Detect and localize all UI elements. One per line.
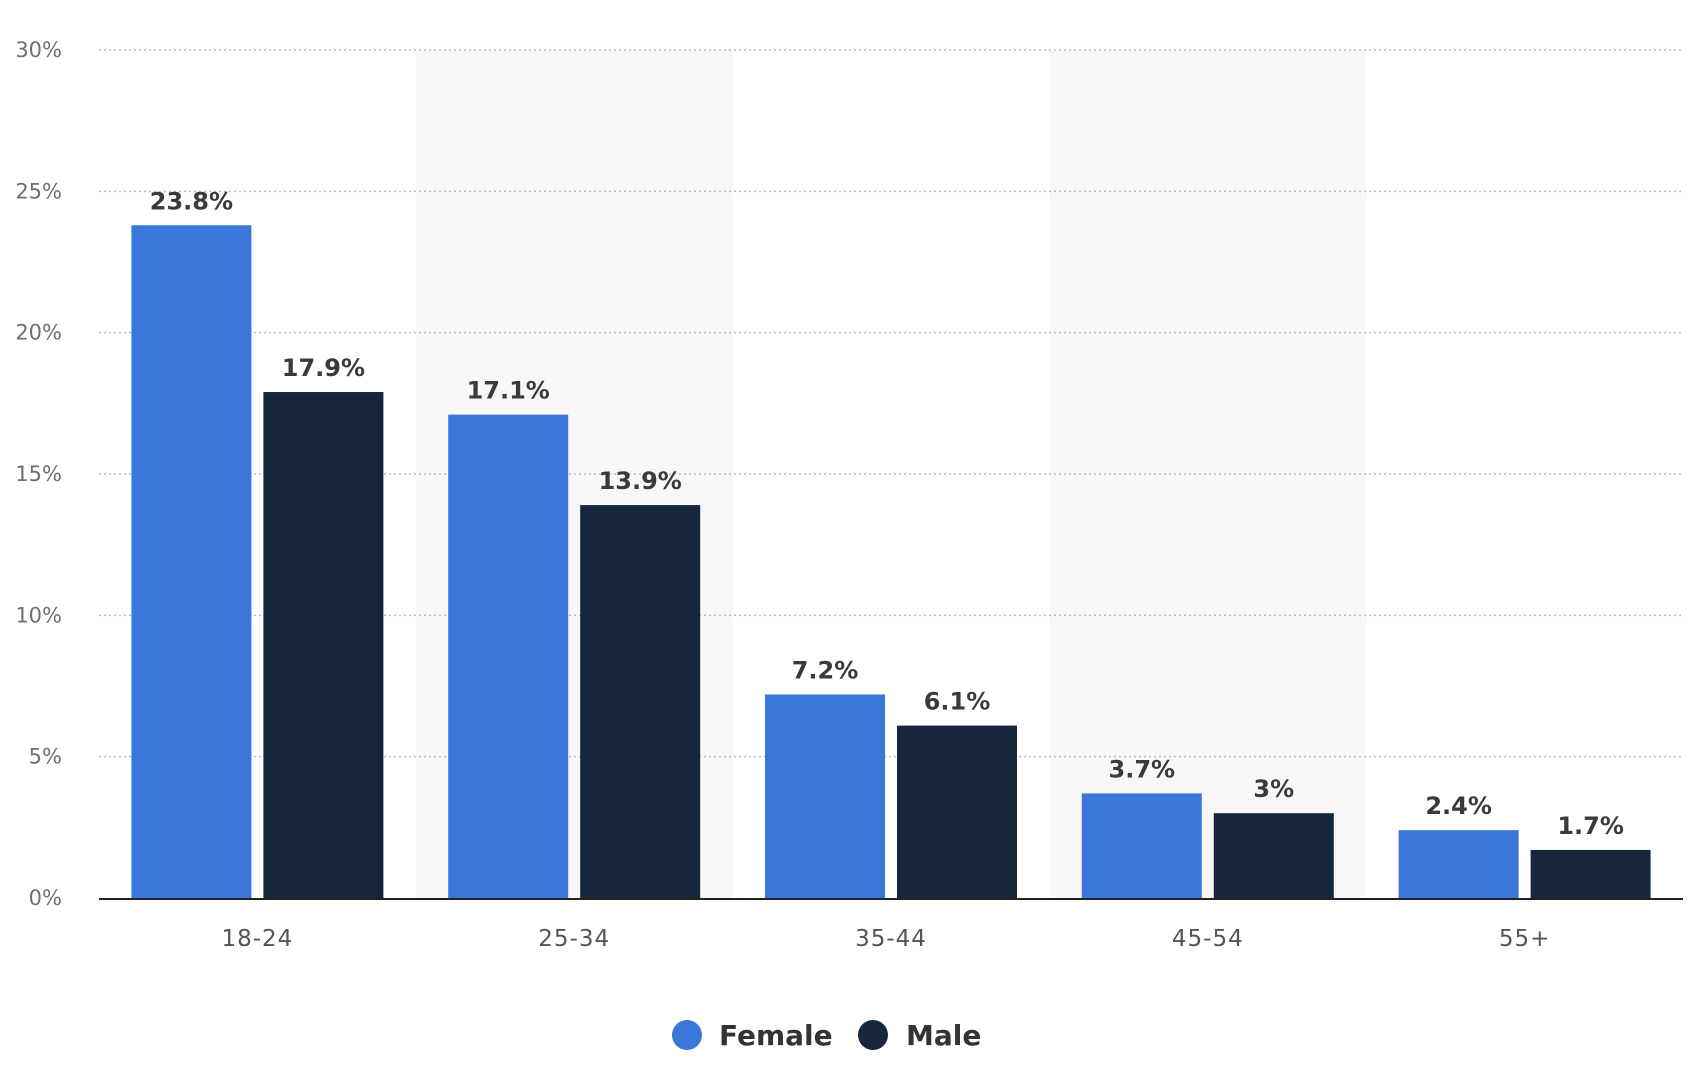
data-label-female-55+: 2.4%	[1425, 792, 1492, 820]
grid-lines	[99, 49, 1683, 758]
x-tick-label: 45-54	[1172, 926, 1244, 952]
data-label-female-18-24: 23.8%	[150, 187, 233, 215]
legend-marker-male	[858, 1020, 888, 1050]
y-tick-label: 30%	[15, 38, 62, 62]
bar-female-35-44[interactable]	[765, 694, 885, 898]
bar-male-25-34[interactable]	[580, 505, 701, 898]
y-tick-label: 0%	[29, 886, 62, 910]
x-tick-label: 35-44	[855, 926, 927, 952]
bar-male-45-54[interactable]	[1213, 813, 1334, 898]
y-tick-label: 5%	[29, 745, 62, 769]
legend-label-female: Female	[719, 1019, 833, 1052]
x-tick-label: 18-24	[221, 926, 293, 952]
legend: Female Male	[672, 1019, 981, 1052]
bar-female-55+[interactable]	[1398, 830, 1519, 898]
x-tick-label: 55+	[1499, 926, 1551, 952]
bar-male-55+[interactable]	[1530, 849, 1651, 898]
data-label-male-45-54: 3%	[1253, 775, 1294, 803]
legend-item-male[interactable]: Male	[858, 1019, 981, 1052]
x-tick-label: 25-34	[538, 926, 610, 952]
legend-item-female[interactable]: Female	[672, 1019, 833, 1052]
band-45-54	[1049, 50, 1367, 898]
bar-female-25-34[interactable]	[448, 414, 569, 898]
bar-male-35-44[interactable]	[897, 725, 1017, 898]
bar-female-45-54[interactable]	[1081, 793, 1202, 898]
legend-marker-female	[672, 1020, 702, 1050]
y-tick-label: 25%	[15, 179, 62, 203]
data-label-male-18-24: 17.9%	[282, 354, 365, 382]
x-axis-ticks: 18-24 25-34 35-44 45-54 55+	[221, 926, 1551, 952]
bar-male-18-24[interactable]	[263, 392, 384, 898]
y-tick-label: 20%	[15, 321, 62, 345]
y-tick-label: 15%	[15, 462, 62, 486]
legend-label-male: Male	[906, 1019, 981, 1052]
data-label-male-55+: 1.7%	[1557, 812, 1624, 840]
bar-female-18-24[interactable]	[131, 225, 252, 899]
data-label-female-25-34: 17.1%	[467, 377, 550, 405]
data-label-male-35-44: 6.1%	[924, 688, 991, 716]
data-label-male-25-34: 13.9%	[599, 467, 682, 495]
y-tick-label: 10%	[15, 603, 62, 627]
bars	[131, 225, 1651, 899]
data-labels: 23.8% 17.9% 17.1% 13.9% 7.2% 6.1% 3.7% 3% 2.4% 1.…	[150, 187, 1624, 840]
data-label-female-45-54: 3.7%	[1109, 755, 1176, 783]
data-label-female-35-44: 7.2%	[792, 656, 859, 684]
y-axis-ticks: 0% 5% 10% 15% 20% 25% 30%	[15, 38, 62, 910]
